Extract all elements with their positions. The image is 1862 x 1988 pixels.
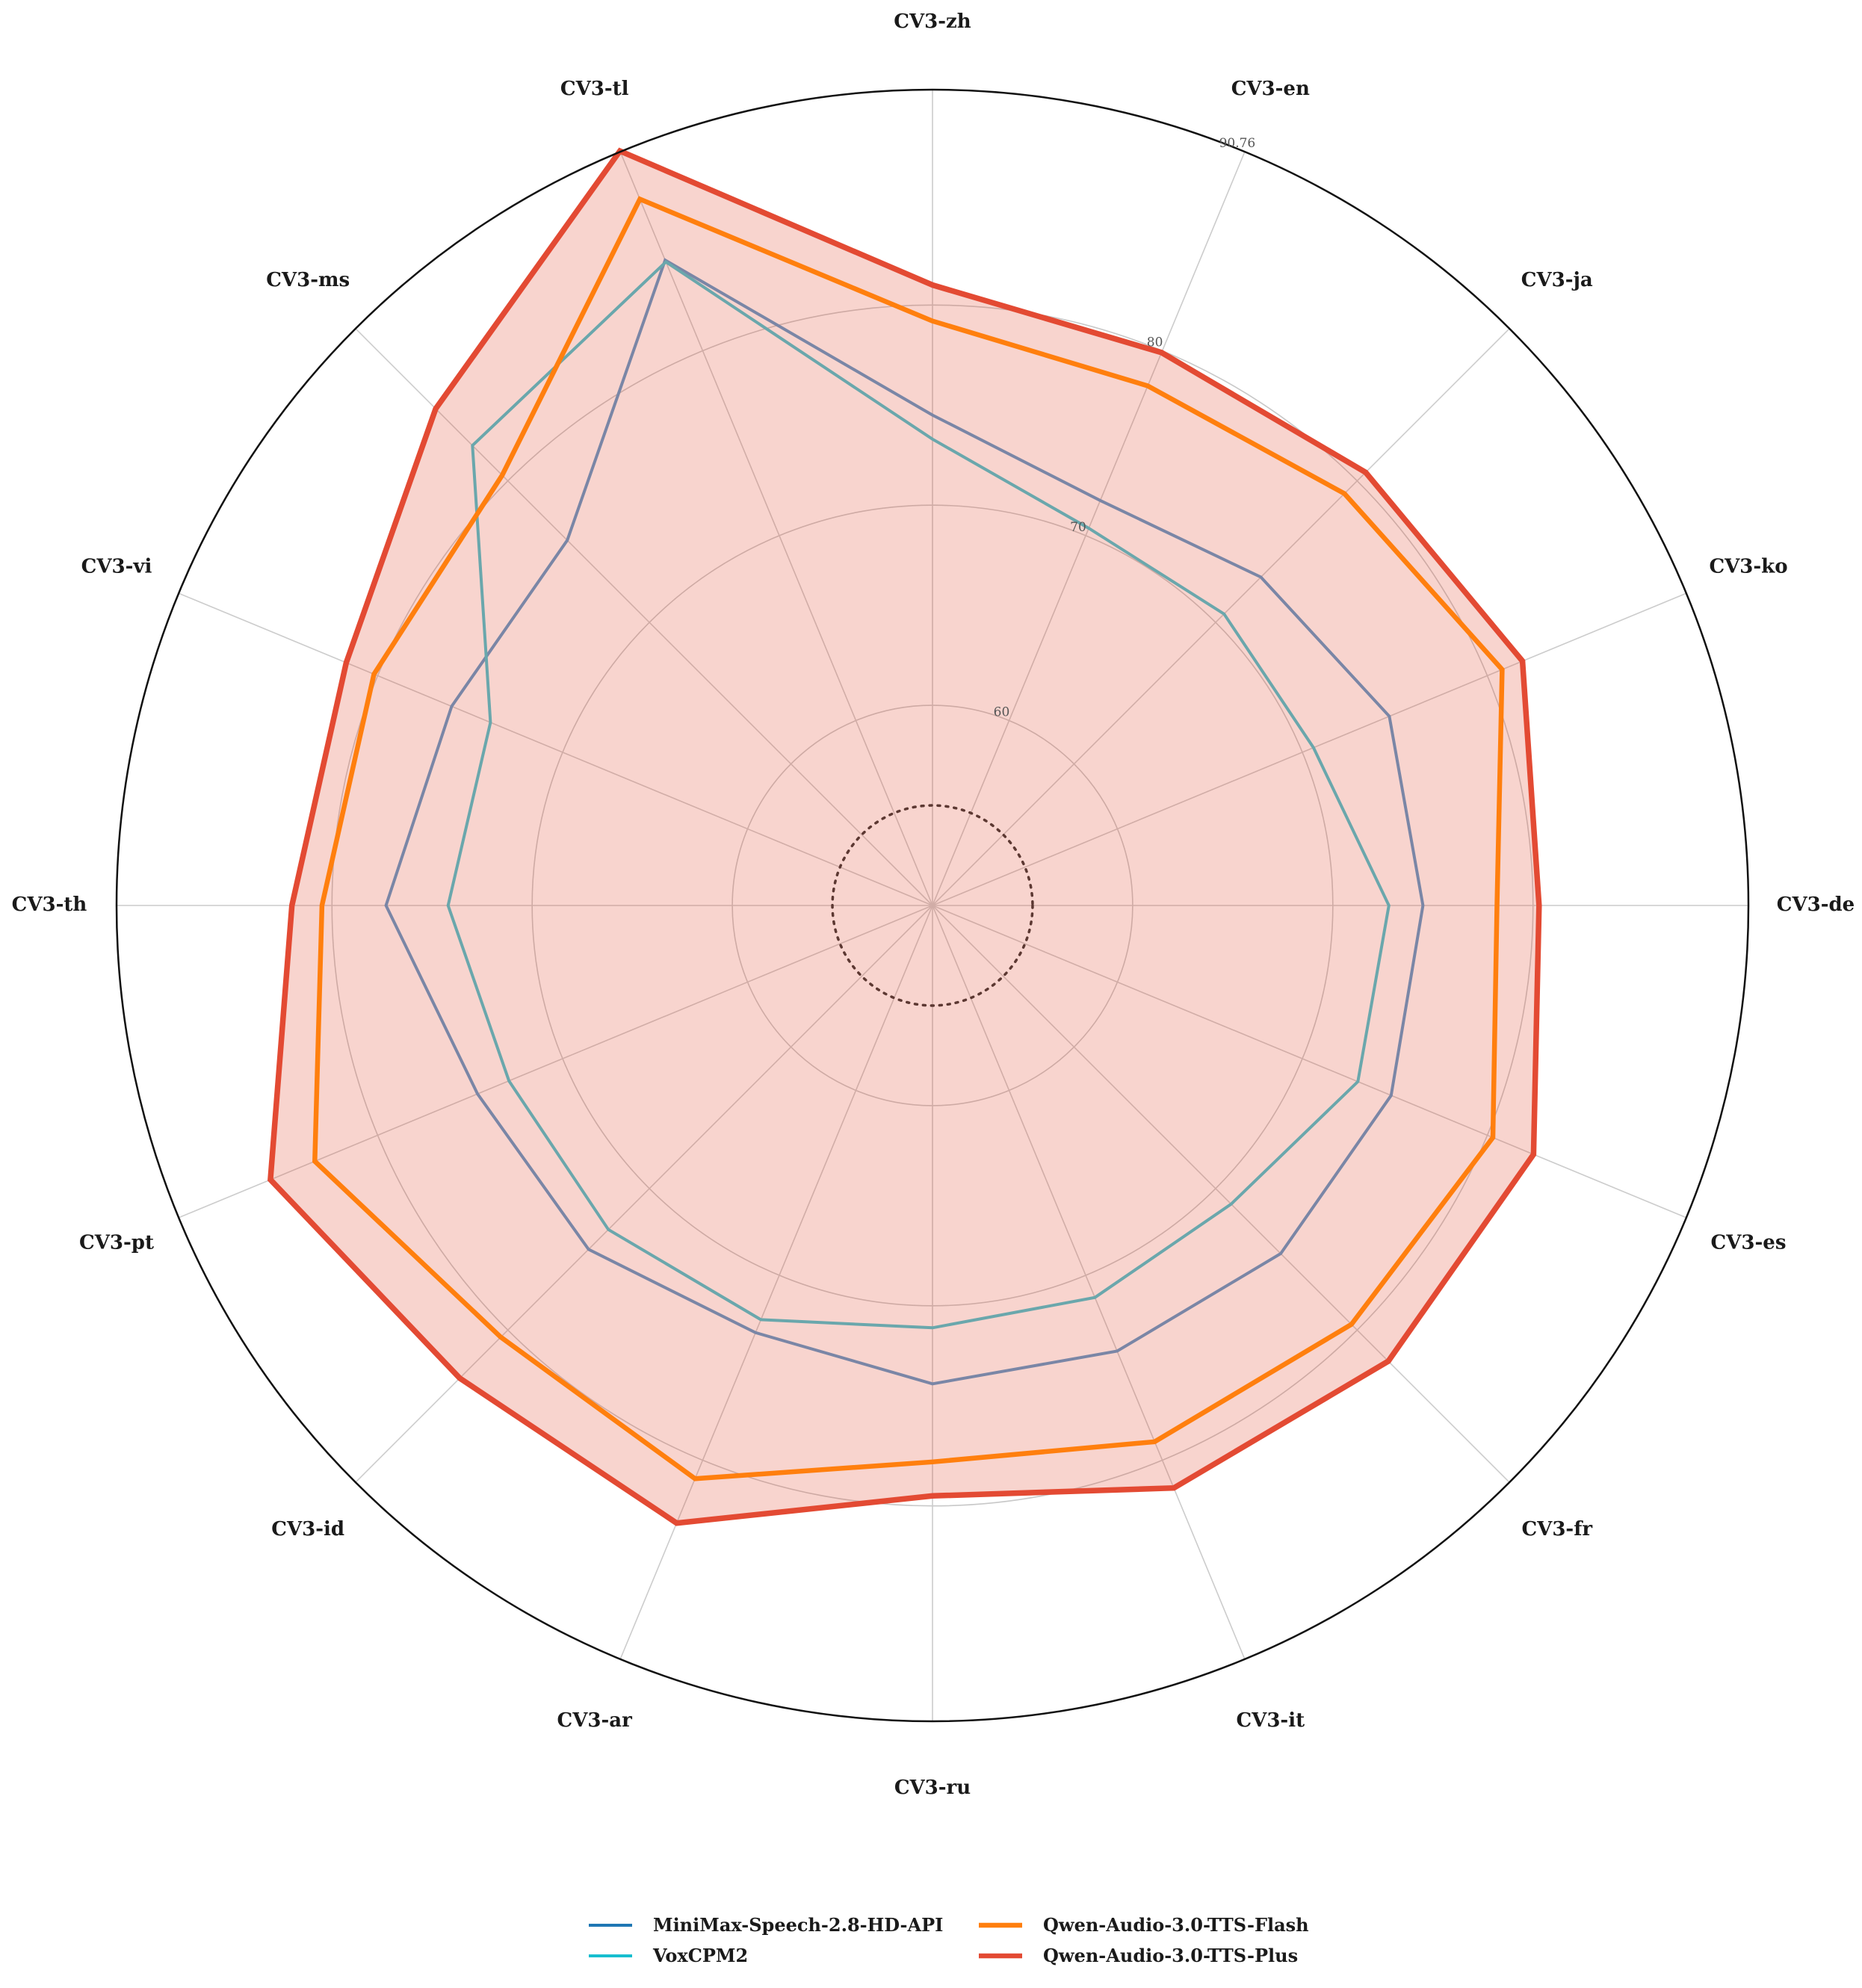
- axis-label: CV3-pt: [79, 1231, 154, 1254]
- radar-tick-labels: 60 70 80 90.76: [994, 136, 1256, 719]
- radar-fill-layer: [270, 151, 1539, 1523]
- radar-series-layer: [267, 147, 1542, 1526]
- legend-label: MiniMax-Speech-2.8-HD-API: [653, 1914, 943, 1936]
- series-line-voxcpm2: [446, 260, 1391, 1330]
- axis-label: CV3-it: [1236, 1709, 1305, 1732]
- axis-label: CV3-ja: [1521, 269, 1593, 291]
- axis-label: CV3-de: [1777, 894, 1855, 916]
- axis-label: CV3-zh: [894, 10, 971, 33]
- spoke-CV3-id: [355, 905, 933, 1483]
- tick-label: 80: [1147, 335, 1163, 350]
- legend-label: Qwen-Audio-3.0-TTS-Flash: [1043, 1914, 1309, 1936]
- chart-legend: MiniMax-Speech-2.8-HD-API VoxCPM2 Qwen-Aud…: [589, 1914, 1309, 1966]
- spoke-CV3-ko: [932, 592, 1687, 906]
- legend-label: VoxCPM2: [652, 1945, 748, 1966]
- spoke-CV3-vi: [178, 592, 933, 906]
- spoke-CV3-it: [932, 905, 1246, 1660]
- series-line-qwen-flash: [312, 196, 1505, 1481]
- legend-label: Qwen-Audio-3.0-TTS-Plus: [1043, 1945, 1298, 1966]
- axis-label: CV3-ar: [557, 1709, 633, 1732]
- series-line-qwen-plus: [267, 147, 1542, 1526]
- axis-label: CV3-es: [1711, 1231, 1787, 1254]
- series-line-minimax: [384, 258, 1425, 1386]
- spoke-CV3-fr: [932, 905, 1510, 1483]
- spoke-CV3-es: [932, 905, 1687, 1218]
- axis-label: CV3-vi: [81, 556, 152, 578]
- axis-label: CV3-id: [271, 1518, 344, 1540]
- radar-outer-frame: [115, 88, 1750, 1723]
- series-fill-qwen-plus: [270, 151, 1539, 1523]
- axis-label: CV3-fr: [1521, 1518, 1592, 1540]
- outer-circle: [115, 88, 1750, 1723]
- radar-axis-labels: CV3-zh CV3-en CV3-ja CV3-ko CV3-de CV3-es CV3-…: [12, 10, 1855, 1799]
- tick-label: 90.76: [1219, 136, 1256, 151]
- tick-label: 60: [994, 705, 1010, 720]
- axis-label: CV3-tl: [560, 78, 629, 100]
- axis-label: CV3-th: [12, 894, 87, 916]
- reference-circle: [831, 804, 1034, 1007]
- tick-label: 70: [1070, 520, 1086, 535]
- spoke-CV3-pt: [178, 905, 933, 1218]
- spoke-CV3-ja: [932, 328, 1510, 906]
- axis-label: CV3-ko: [1709, 556, 1787, 578]
- spoke-CV3-ar: [619, 905, 933, 1660]
- axis-label: CV3-ms: [266, 269, 350, 291]
- spoke-CV3-tl: [619, 151, 933, 906]
- axis-label: CV3-ru: [894, 1777, 971, 1799]
- axis-label: CV3-en: [1231, 78, 1310, 100]
- spoke-CV3-ms: [355, 328, 933, 906]
